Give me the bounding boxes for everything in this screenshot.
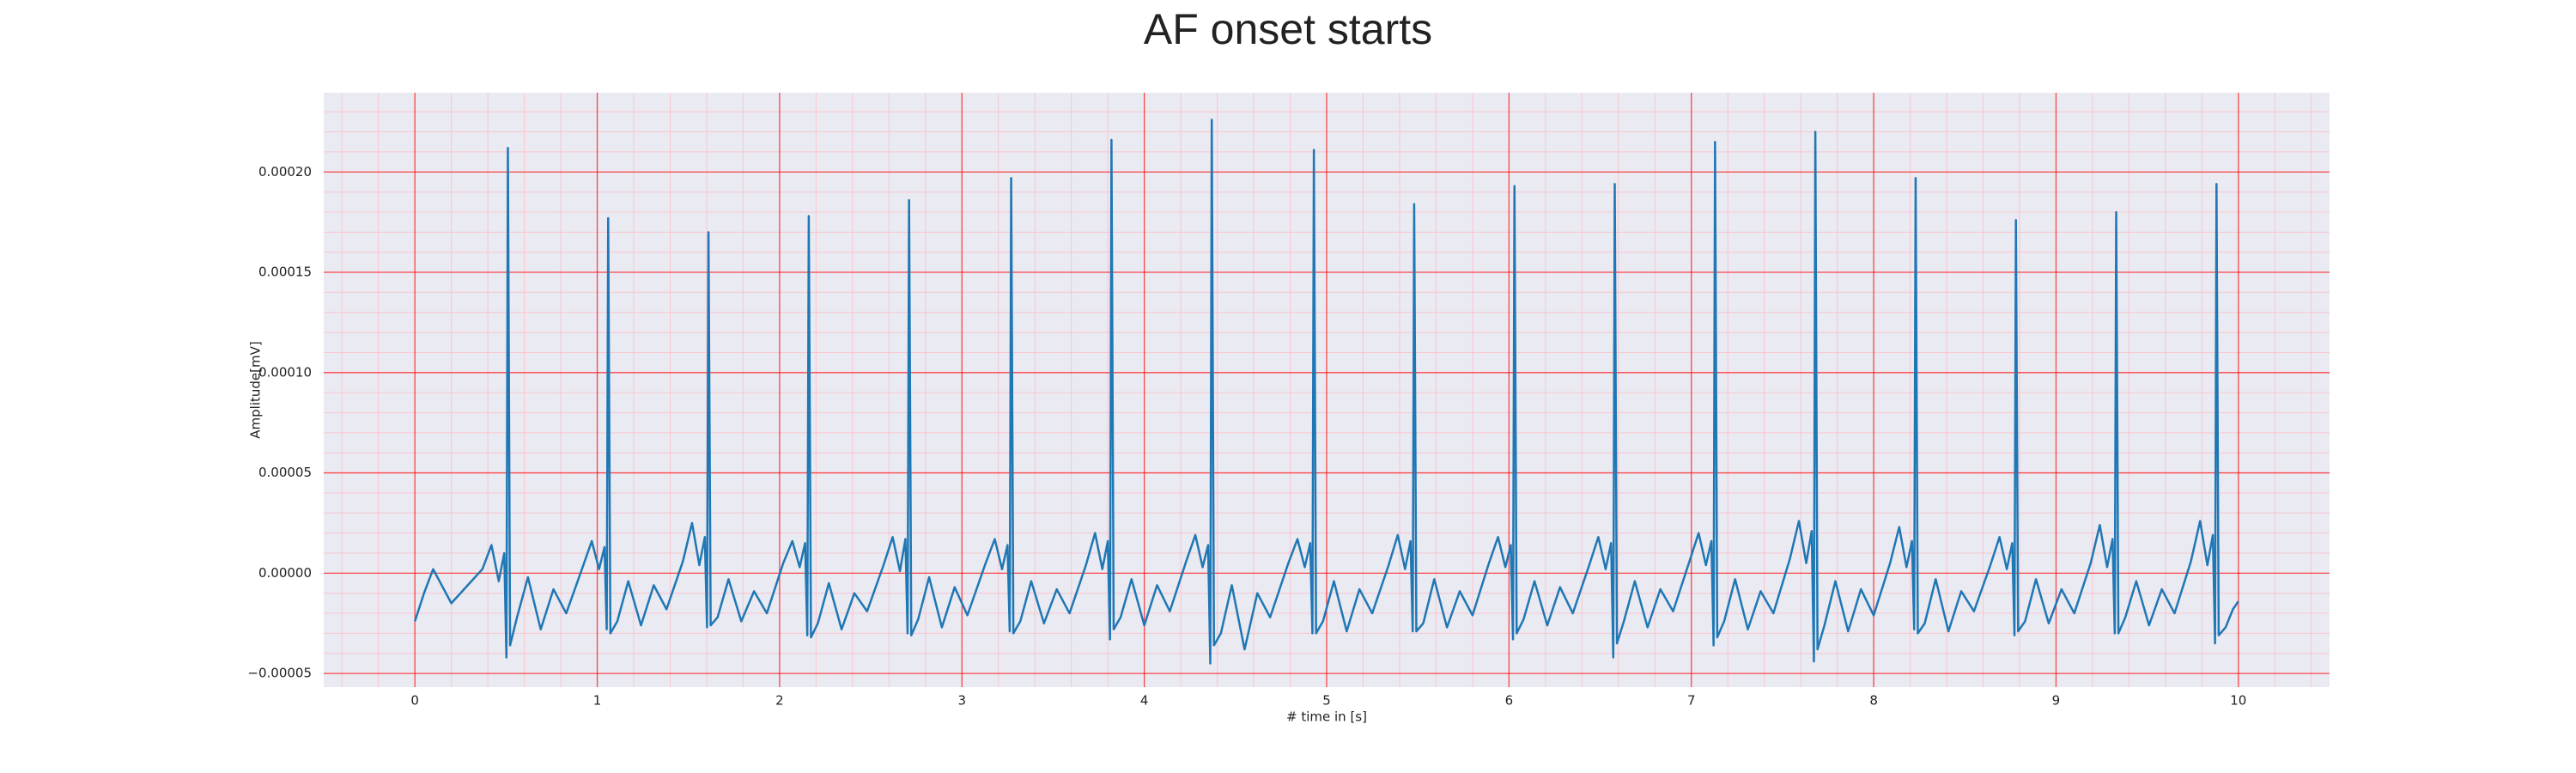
x-tick-label: 3 — [957, 693, 966, 709]
signal-line — [413, 119, 2239, 665]
x-tick-label: 8 — [1869, 693, 1878, 709]
x-tick-label: 2 — [775, 693, 784, 709]
x-axis-label: # time in [s] — [1286, 709, 1367, 725]
x-tick-label: 4 — [1140, 693, 1149, 709]
x-tick-label: 9 — [2052, 693, 2061, 709]
x-tick-label: 10 — [2230, 693, 2246, 709]
x-tick-label: 6 — [1505, 693, 1514, 709]
y-tick-label: 0.00010 — [258, 364, 312, 380]
y-tick-label: 0.00000 — [258, 565, 312, 581]
y-tick-label: 0.00020 — [258, 164, 312, 180]
y-tick-label: 0.00005 — [258, 465, 312, 480]
y-tick-label: 0.00015 — [258, 265, 312, 280]
x-tick-label: 7 — [1687, 693, 1696, 709]
chart-title: AF onset starts — [1144, 5, 1432, 53]
x-tick-label: 1 — [593, 693, 602, 709]
x-tick-label: 0 — [410, 693, 419, 709]
y-axis-label: Amplitude[mV] — [248, 341, 264, 438]
y-tick-label: −0.00005 — [247, 666, 312, 681]
x-tick-label: 5 — [1322, 693, 1331, 709]
